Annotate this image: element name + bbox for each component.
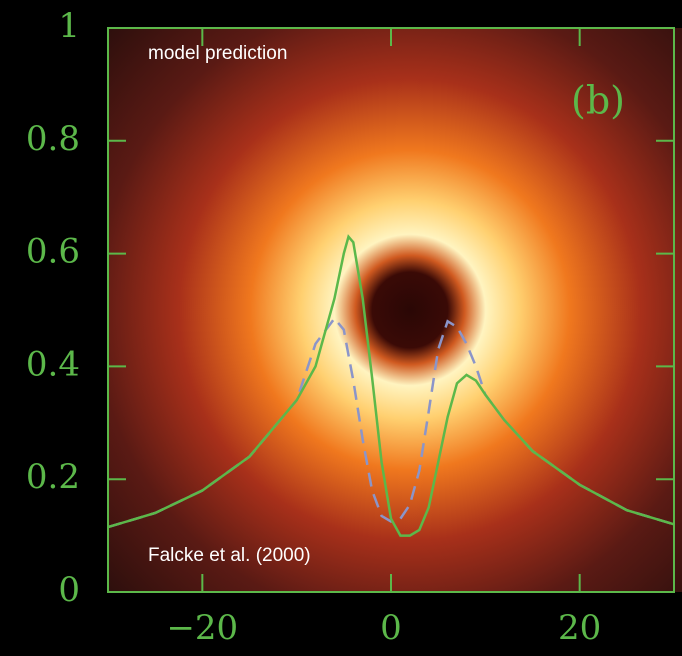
y-tick-label: 0.6	[26, 232, 80, 272]
y-tick-label: 0.4	[26, 344, 80, 384]
y-tick-label: 0.2	[26, 457, 80, 497]
chart: model prediction Falcke et al. (2000) (b…	[0, 0, 682, 656]
panel-label: (b)	[571, 79, 625, 123]
annotation: Falcke et al. (2000)	[148, 545, 311, 566]
x-tick-label: 0	[380, 608, 402, 648]
y-tick-label: 0	[58, 570, 80, 610]
y-tick-label: 0.8	[26, 119, 80, 159]
y-tick-label: 1	[58, 6, 80, 46]
x-tick-label: 20	[558, 608, 601, 648]
annotation: model prediction	[148, 43, 287, 64]
x-tick-label: −20	[166, 608, 238, 648]
